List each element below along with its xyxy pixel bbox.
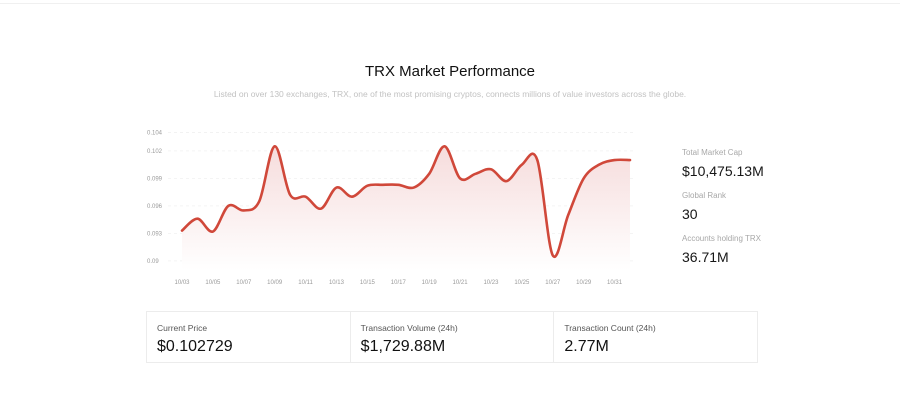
global-rank-value: 30: [682, 206, 698, 222]
data-point: [459, 177, 461, 179]
x-tick-label: 10/05: [205, 280, 221, 286]
x-tick-label: 10/03: [174, 280, 190, 286]
page-title: TRX Market Performance: [364, 63, 536, 80]
data-point: [505, 180, 508, 182]
data-point: [444, 145, 446, 147]
global-rank-label: Global Rank: [682, 191, 727, 200]
market-cap-value: $10,475.13M: [682, 163, 764, 179]
current-price-value: $0.102729: [157, 338, 233, 355]
current-price-card: Current Price $0.102729: [147, 312, 351, 362]
transaction-count-card: Transaction Count (24h) 2.77M: [554, 312, 757, 362]
transaction-count-label: Transaction Count (24h): [564, 323, 656, 333]
y-tick-label: 0.096: [147, 204, 163, 210]
x-tick-label: 10/29: [576, 280, 592, 286]
transaction-volume-value: $1,729.88M: [360, 338, 446, 355]
x-tick-label: 10/13: [329, 280, 345, 286]
x-tick-label: 10/31: [607, 280, 623, 286]
data-point: [212, 230, 214, 233]
data-point: [382, 184, 384, 186]
data-point: [490, 168, 492, 170]
price-area: [182, 146, 630, 270]
data-point: [196, 218, 199, 220]
x-tick-label: 10/27: [545, 280, 561, 286]
data-point: [181, 230, 183, 232]
data-point: [289, 194, 291, 196]
transaction-volume-card: Transaction Volume (24h) $1,729.88M: [351, 312, 555, 362]
price-line: [180, 145, 632, 259]
data-point: [629, 159, 631, 161]
x-tick-label: 10/17: [391, 280, 407, 286]
data-point: [613, 159, 616, 161]
data-point: [258, 200, 260, 202]
transaction-count-value: 2.77M: [564, 338, 609, 355]
page-subtitle: Listed on over 130 exchanges, TRX, one o…: [213, 89, 687, 99]
current-price-label: Current Price: [157, 323, 208, 333]
y-tick-label: 0.09: [147, 259, 159, 265]
stats-cards: Current Price $0.102729 Transaction Volu…: [146, 311, 758, 363]
x-tick-label: 10/21: [453, 280, 469, 286]
data-point: [521, 164, 523, 166]
data-point: [413, 186, 415, 189]
accounts-stat: Accounts holding TRX 36.71M: [682, 234, 882, 265]
y-tick-label: 0.102: [147, 149, 163, 155]
data-point: [536, 159, 538, 161]
data-point: [243, 209, 245, 212]
top-divider: [0, 3, 900, 4]
x-tick-label: 10/25: [514, 280, 530, 286]
x-tick-label: 10/09: [267, 280, 283, 286]
x-tick-label: 10/19: [422, 280, 438, 286]
y-tick-label: 0.099: [147, 176, 163, 182]
x-tick-label: 10/15: [360, 280, 376, 286]
data-point: [598, 164, 600, 166]
x-tick-label: 10/11: [298, 280, 313, 286]
market-cap-stat: Total Market Cap $10,475.13M: [682, 148, 882, 179]
accounts-value: 36.71M: [682, 249, 729, 265]
data-point: [583, 177, 585, 179]
side-stats: Total Market Cap $10,475.13M Global Rank…: [682, 148, 882, 277]
data-point: [428, 173, 430, 175]
data-point: [335, 186, 338, 189]
data-point: [351, 196, 353, 198]
y-tick-label: 0.104: [147, 131, 163, 137]
x-tick-label: 10/07: [236, 280, 252, 286]
transaction-volume-label: Transaction Volume (24h): [360, 323, 458, 333]
data-point: [397, 184, 399, 186]
data-point: [304, 196, 307, 198]
data-point: [552, 254, 554, 256]
data-point: [567, 214, 569, 216]
accounts-label: Accounts holding TRX: [682, 234, 762, 243]
data-point: [274, 145, 276, 147]
global-rank-stat: Global Rank 30: [682, 191, 882, 222]
data-point: [227, 205, 229, 207]
data-point: [474, 173, 477, 175]
market-cap-label: Total Market Cap: [682, 148, 743, 157]
data-point: [320, 208, 322, 210]
x-tick-label: 10/23: [483, 280, 499, 286]
y-tick-label: 0.093: [147, 231, 163, 237]
data-point: [366, 185, 368, 187]
